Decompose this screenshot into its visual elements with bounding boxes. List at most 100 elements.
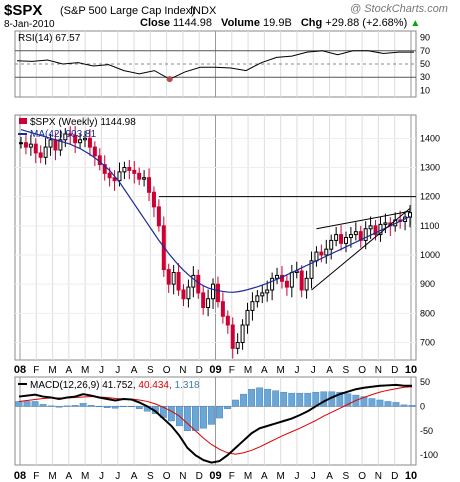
x-tick-label: F <box>33 471 39 482</box>
price-y-tick-label: 1300 <box>420 163 440 173</box>
x-tick-label: A <box>66 365 73 376</box>
x-tick-label: 09 <box>209 470 221 482</box>
macd-histogram-bar <box>95 406 103 408</box>
x-tick-label: M <box>48 365 56 376</box>
candle-body <box>33 143 38 154</box>
candle-body <box>329 239 334 250</box>
x-tick-label: J <box>311 365 316 376</box>
candle-body <box>343 237 348 244</box>
candle-body <box>171 272 176 285</box>
x-tick-label: A <box>261 471 268 482</box>
x-tick-label: J <box>115 365 120 376</box>
x-tick-label: A <box>131 471 138 482</box>
candle-body <box>250 301 255 311</box>
up-arrow-icon: ▲ <box>410 18 421 29</box>
candle-body <box>230 324 235 349</box>
macd-histogram-bar <box>15 401 23 407</box>
macd-histogram-bar <box>71 405 79 407</box>
x-tick-label: O <box>358 365 366 376</box>
macd-histogram-bar <box>256 387 264 407</box>
price-y-tick-label: 1100 <box>420 221 439 231</box>
x-tick-label: D <box>196 471 203 482</box>
candle-body <box>166 269 171 285</box>
candle-body <box>225 315 230 326</box>
x-tick-label: N <box>179 471 186 482</box>
candle-body <box>304 277 309 291</box>
x-tick-label: A <box>326 365 333 376</box>
candle-body <box>137 172 142 180</box>
x-tick-label: A <box>261 365 268 376</box>
macd-histogram-bar <box>368 398 376 407</box>
candle-body <box>235 342 240 349</box>
macd-histogram-bar <box>55 406 63 408</box>
price-legend-swatch <box>19 118 27 124</box>
candle-body <box>289 272 294 288</box>
x-tick-label: S <box>147 365 154 376</box>
macd-y-tick-label: -100 <box>420 450 438 460</box>
chart-symbol: $SPX <box>4 2 43 19</box>
candle-body <box>78 139 83 144</box>
rsi-y-tick-label: 70 <box>420 46 430 56</box>
candle-body <box>132 169 137 174</box>
price-y-tick-label: 1000 <box>420 250 440 260</box>
price-y-tick-label: 700 <box>420 338 435 348</box>
x-tick-label: J <box>294 365 299 376</box>
x-tick-label: F <box>229 365 235 376</box>
x-tick-label: O <box>163 471 171 482</box>
x-tick-label: 10 <box>405 364 417 376</box>
macd-histogram-bar <box>384 401 392 407</box>
rsi-y-tick-label: 30 <box>420 72 430 82</box>
candle-body <box>270 277 275 291</box>
macd-histogram-bar <box>127 406 135 408</box>
candle-body <box>211 283 216 300</box>
macd-histogram-bar <box>408 405 416 407</box>
candle-body <box>319 251 324 256</box>
macd-y-tick-label: -50 <box>420 426 433 436</box>
x-tick-label: D <box>196 365 203 376</box>
macd-histogram-bar <box>167 406 175 422</box>
candle-body <box>147 177 152 193</box>
macd-histogram-bar <box>360 396 368 407</box>
x-tick-label: M <box>276 365 284 376</box>
x-tick-label: M <box>244 365 252 376</box>
price-y-tick-label: 900 <box>420 279 435 289</box>
close-value: 1144.98 <box>173 17 212 29</box>
candle-body <box>68 133 73 136</box>
candle-body <box>92 146 97 157</box>
x-tick-label: N <box>179 365 186 376</box>
x-tick-label: 08 <box>14 470 26 482</box>
candle-body <box>63 133 68 141</box>
x-tick-label: M <box>48 471 56 482</box>
x-tick-label: F <box>229 471 235 482</box>
x-tick-label: S <box>342 365 349 376</box>
chart-index-name: (S&P 500 Large Cap Index) <box>60 5 195 17</box>
x-tick-label: D <box>391 365 398 376</box>
x-tick-label: A <box>131 365 138 376</box>
candle-body <box>348 234 353 238</box>
rsi-line <box>16 50 414 80</box>
candle-body <box>117 171 122 182</box>
candle-body <box>265 289 270 294</box>
x-tick-label: 10 <box>405 470 417 482</box>
candle-body <box>38 152 43 158</box>
macd-histogram-bar <box>224 406 231 409</box>
price-stats: Close 1144.98 Volume 19.9B Chg +29.88 (+… <box>140 17 420 29</box>
candle-body <box>83 137 88 141</box>
macd-histogram-bar <box>184 406 191 431</box>
macd-histogram-bar <box>248 389 255 407</box>
candle-body <box>260 292 265 297</box>
macd-y-tick-label: 50 <box>420 377 430 387</box>
x-tick-label: S <box>147 471 154 482</box>
macd-histogram-bar <box>400 404 408 407</box>
candle-body <box>23 142 28 148</box>
rsi-y-tick-label: 90 <box>420 33 430 43</box>
rsi-legend: RSI(14) 67.57 <box>18 33 81 44</box>
candle-body <box>220 301 225 317</box>
candle-body <box>102 164 107 174</box>
candle-body <box>191 274 196 288</box>
x-tick-label: N <box>375 471 382 482</box>
macd-histogram-bar <box>39 404 47 407</box>
histogram-legend-value: 1.318 <box>175 380 200 391</box>
x-tick-label: A <box>66 471 73 482</box>
price-y-tick-label: 800 <box>420 308 435 318</box>
